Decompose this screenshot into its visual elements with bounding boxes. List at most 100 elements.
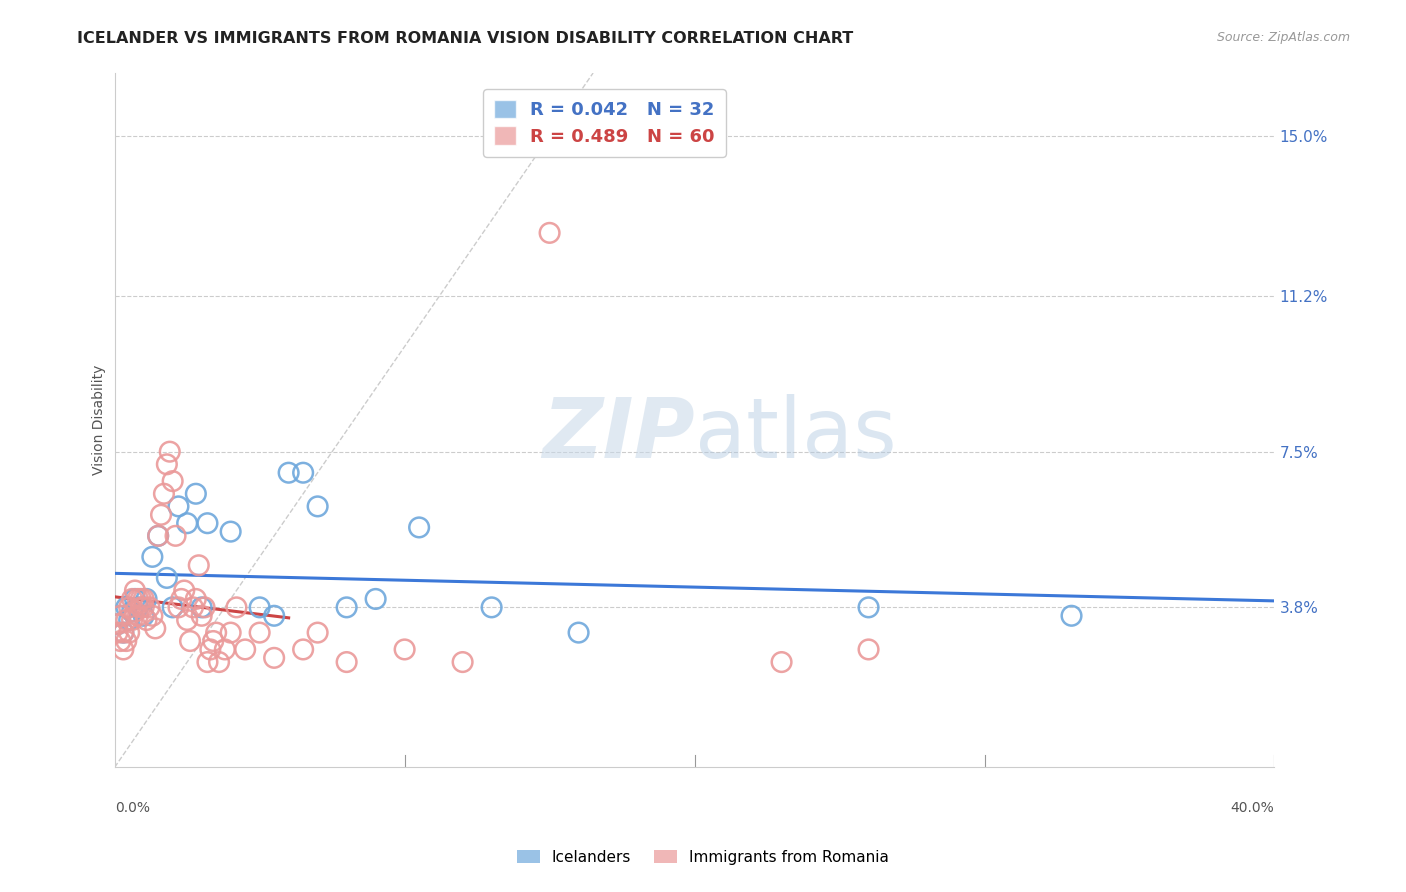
Point <box>110 608 132 623</box>
Point <box>208 655 231 669</box>
Point <box>364 591 387 606</box>
Point <box>176 613 198 627</box>
Point <box>118 600 141 615</box>
Point <box>118 625 141 640</box>
Point <box>118 613 141 627</box>
Point <box>184 487 207 501</box>
Point <box>170 591 193 606</box>
Text: Source: ZipAtlas.com: Source: ZipAtlas.com <box>1216 31 1350 45</box>
Point <box>132 591 155 606</box>
Point <box>451 655 474 669</box>
Point <box>121 613 143 627</box>
Point <box>200 642 222 657</box>
Point <box>141 549 163 564</box>
Point <box>141 608 163 623</box>
Point <box>124 591 146 606</box>
Point <box>143 621 166 635</box>
Point <box>184 591 207 606</box>
Point <box>167 500 190 514</box>
Point <box>307 625 329 640</box>
Point <box>197 655 219 669</box>
Point <box>112 625 135 640</box>
Text: ZIP: ZIP <box>541 393 695 475</box>
Point <box>190 600 212 615</box>
Point <box>107 617 129 632</box>
Point <box>538 226 561 240</box>
Point <box>263 651 285 665</box>
Point <box>219 625 242 640</box>
Point <box>146 529 169 543</box>
Point <box>481 600 503 615</box>
Point <box>150 508 173 522</box>
Point <box>115 613 138 627</box>
Point <box>159 444 181 458</box>
Point <box>156 571 179 585</box>
Point <box>408 520 430 534</box>
Point <box>127 608 149 623</box>
Point <box>138 600 160 615</box>
Point <box>202 634 225 648</box>
Text: 0.0%: 0.0% <box>115 801 149 815</box>
Point <box>173 583 195 598</box>
Text: ICELANDER VS IMMIGRANTS FROM ROMANIA VISION DISABILITY CORRELATION CHART: ICELANDER VS IMMIGRANTS FROM ROMANIA VIS… <box>77 31 853 46</box>
Point <box>135 613 157 627</box>
Point <box>1060 608 1083 623</box>
Point <box>129 600 152 615</box>
Point <box>277 466 299 480</box>
Point <box>394 642 416 657</box>
Point <box>135 591 157 606</box>
Point <box>112 642 135 657</box>
Point <box>107 625 129 640</box>
Point <box>858 642 880 657</box>
Point <box>115 634 138 648</box>
Point <box>107 617 129 632</box>
Point <box>127 600 149 615</box>
Point <box>190 608 212 623</box>
Legend: Icelanders, Immigrants from Romania: Icelanders, Immigrants from Romania <box>510 844 896 871</box>
Point <box>121 591 143 606</box>
Point <box>187 558 209 573</box>
Point <box>112 625 135 640</box>
Point <box>249 625 271 640</box>
Legend: R = 0.042   N = 32, R = 0.489   N = 60: R = 0.042 N = 32, R = 0.489 N = 60 <box>484 89 725 156</box>
Point <box>124 605 146 619</box>
Point <box>162 600 184 615</box>
Point <box>115 600 138 615</box>
Point <box>568 625 591 640</box>
Point <box>770 655 793 669</box>
Text: atlas: atlas <box>695 393 897 475</box>
Point <box>162 474 184 488</box>
Point <box>249 600 271 615</box>
Text: 40.0%: 40.0% <box>1230 801 1274 815</box>
Point <box>193 600 215 615</box>
Point <box>181 600 204 615</box>
Point <box>205 625 228 640</box>
Point <box>110 608 132 623</box>
Point <box>156 458 179 472</box>
Point <box>336 655 359 669</box>
Point <box>307 500 329 514</box>
Point <box>219 524 242 539</box>
Point <box>292 466 315 480</box>
Point <box>132 600 155 615</box>
Point <box>263 608 285 623</box>
Point <box>336 600 359 615</box>
Point <box>153 487 176 501</box>
Point <box>176 516 198 531</box>
Point <box>214 642 236 657</box>
Point <box>179 634 201 648</box>
Point <box>124 583 146 598</box>
Point <box>121 605 143 619</box>
Point <box>197 516 219 531</box>
Point <box>858 600 880 615</box>
Point <box>129 591 152 606</box>
Point <box>165 529 187 543</box>
Point <box>127 591 149 606</box>
Point <box>233 642 256 657</box>
Point <box>167 600 190 615</box>
Point <box>292 642 315 657</box>
Y-axis label: Vision Disability: Vision Disability <box>93 365 107 475</box>
Point <box>110 634 132 648</box>
Point <box>132 608 155 623</box>
Point <box>225 600 247 615</box>
